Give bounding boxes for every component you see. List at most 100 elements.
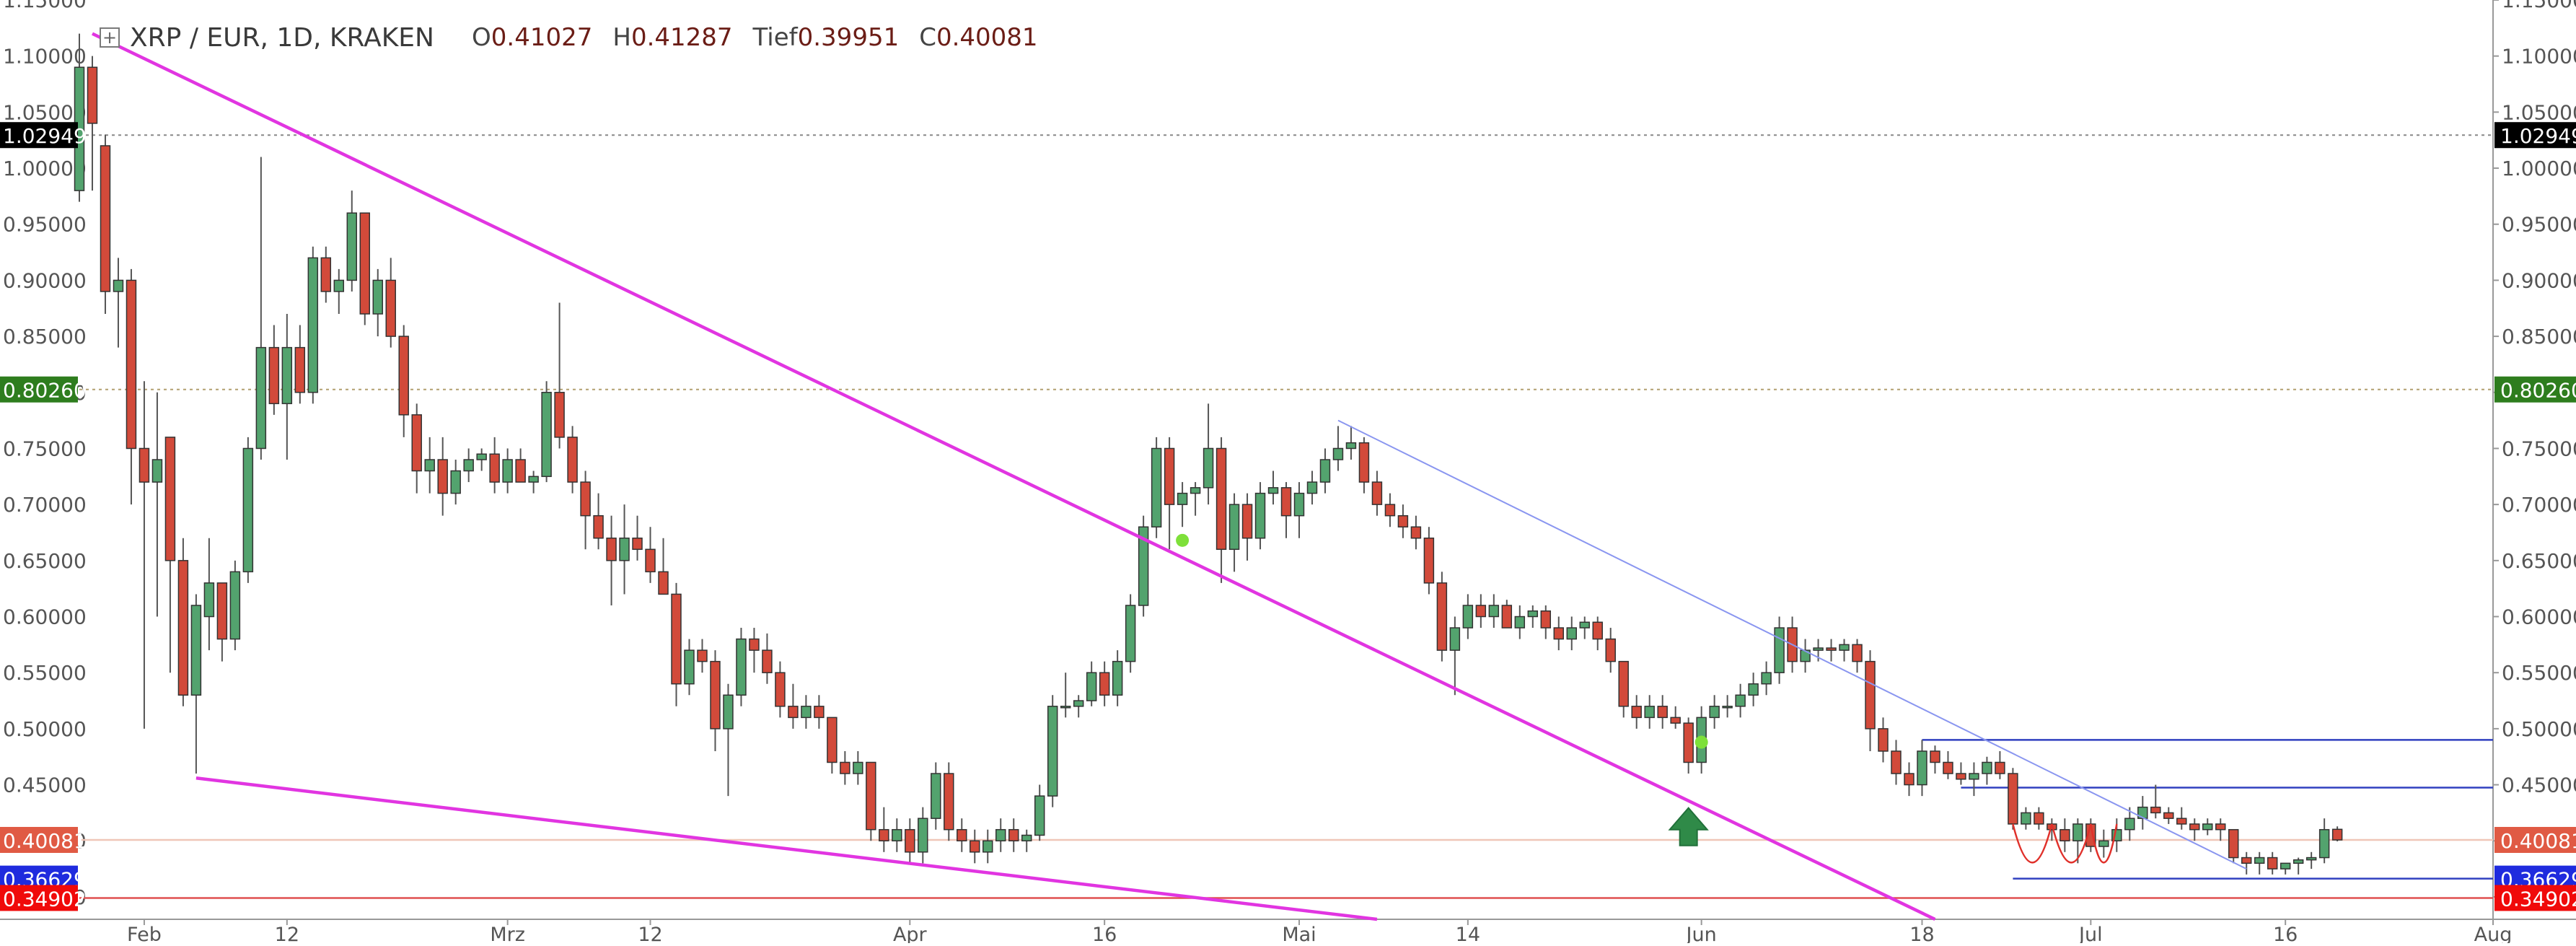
candle[interactable] xyxy=(1125,605,1136,662)
candle[interactable] xyxy=(1527,610,1539,618)
candle[interactable] xyxy=(346,212,358,281)
candle[interactable] xyxy=(1267,487,1279,494)
candle[interactable] xyxy=(1644,706,1655,719)
candle[interactable] xyxy=(619,538,630,561)
candle[interactable] xyxy=(502,459,513,483)
candle[interactable] xyxy=(2241,857,2252,864)
candle[interactable] xyxy=(2034,812,2044,825)
candle[interactable] xyxy=(1216,447,1227,551)
candle[interactable] xyxy=(2305,857,2317,861)
candle[interactable] xyxy=(1254,492,1266,539)
trendline-lower-magenta[interactable] xyxy=(195,776,1378,921)
candle[interactable] xyxy=(1177,492,1188,505)
candle[interactable] xyxy=(944,773,954,831)
candle[interactable] xyxy=(632,538,643,551)
candle[interactable] xyxy=(1865,660,1876,730)
candle[interactable] xyxy=(814,706,825,719)
candle[interactable] xyxy=(905,828,915,853)
candle[interactable] xyxy=(1462,605,1474,629)
price-label-left[interactable] xyxy=(0,826,78,853)
candle[interactable] xyxy=(2021,812,2031,825)
price-label-left[interactable] xyxy=(0,376,78,403)
candle[interactable] xyxy=(1151,447,1162,527)
candle[interactable] xyxy=(697,649,708,662)
candle[interactable] xyxy=(1566,627,1577,640)
trendline-blue-descending[interactable] xyxy=(1337,419,2247,870)
candle[interactable] xyxy=(1021,834,1032,841)
candle[interactable] xyxy=(1852,644,1863,662)
candle[interactable] xyxy=(139,447,150,483)
candle[interactable] xyxy=(970,840,980,853)
candle[interactable] xyxy=(1086,672,1097,701)
candle[interactable] xyxy=(2189,823,2200,831)
candle[interactable] xyxy=(1436,582,1448,651)
candle[interactable] xyxy=(593,514,604,539)
candle[interactable] xyxy=(1683,722,1694,763)
candle[interactable] xyxy=(762,649,773,673)
candle[interactable] xyxy=(2124,818,2135,831)
candle[interactable] xyxy=(2280,862,2291,870)
candle[interactable] xyxy=(736,638,747,696)
candle[interactable] xyxy=(1592,621,1603,640)
candle[interactable] xyxy=(2008,773,2018,825)
candle[interactable] xyxy=(294,346,306,393)
candle[interactable] xyxy=(801,706,812,719)
candle[interactable] xyxy=(1112,660,1123,696)
candle[interactable] xyxy=(1995,761,2005,774)
candle[interactable] xyxy=(1657,706,1668,719)
candle[interactable] xyxy=(1839,644,1850,651)
candle[interactable] xyxy=(385,279,396,337)
symbol-title[interactable]: XRP / EUR, 1D, KRAKEN xyxy=(130,22,434,53)
candle[interactable] xyxy=(2254,857,2265,864)
candle[interactable] xyxy=(113,279,124,292)
candle[interactable] xyxy=(476,453,487,460)
expand-square-icon[interactable]: + xyxy=(100,27,120,48)
candle[interactable] xyxy=(1891,750,1902,774)
candle[interactable] xyxy=(1345,442,1357,450)
candle[interactable] xyxy=(320,257,332,292)
candle[interactable] xyxy=(918,818,928,853)
candle[interactable] xyxy=(411,414,422,472)
price-label-right[interactable] xyxy=(2494,376,2576,403)
candle[interactable] xyxy=(1423,538,1435,584)
candle[interactable] xyxy=(1969,773,1979,780)
candle[interactable] xyxy=(1540,610,1552,629)
candle[interactable] xyxy=(541,392,552,478)
candle[interactable] xyxy=(1553,627,1565,640)
candle[interactable] xyxy=(1943,761,1953,774)
candle[interactable] xyxy=(268,346,280,405)
candle[interactable] xyxy=(1631,706,1642,719)
candle[interactable] xyxy=(1774,627,1785,673)
candle[interactable] xyxy=(710,660,721,730)
candle[interactable] xyxy=(879,828,889,841)
price-label-right[interactable] xyxy=(2494,122,2576,149)
candle[interactable] xyxy=(2202,823,2213,831)
candle[interactable] xyxy=(126,279,137,450)
candle[interactable] xyxy=(1748,683,1759,696)
candle[interactable] xyxy=(983,840,993,853)
candle[interactable] xyxy=(1358,442,1370,483)
price-label-right[interactable] xyxy=(2494,885,2576,911)
candle[interactable] xyxy=(1514,616,1526,629)
candle[interactable] xyxy=(1709,706,1720,719)
candle[interactable] xyxy=(1579,621,1590,629)
candle[interactable] xyxy=(1060,706,1071,709)
candle[interactable] xyxy=(2331,828,2343,841)
candle[interactable] xyxy=(1904,773,1915,786)
candle[interactable] xyxy=(190,605,202,696)
price-label-left[interactable] xyxy=(0,122,78,149)
candle[interactable] xyxy=(892,828,902,841)
candle[interactable] xyxy=(1917,750,1927,786)
candle[interactable] xyxy=(1397,514,1409,527)
candle[interactable] xyxy=(1241,504,1253,539)
candle[interactable] xyxy=(2163,812,2174,819)
candle[interactable] xyxy=(2267,857,2278,870)
candle[interactable] xyxy=(2060,828,2070,841)
candle[interactable] xyxy=(645,548,656,573)
candle[interactable] xyxy=(1449,627,1461,651)
price-label-left[interactable] xyxy=(0,885,78,911)
candle[interactable] xyxy=(723,694,734,730)
candle[interactable] xyxy=(528,476,539,483)
